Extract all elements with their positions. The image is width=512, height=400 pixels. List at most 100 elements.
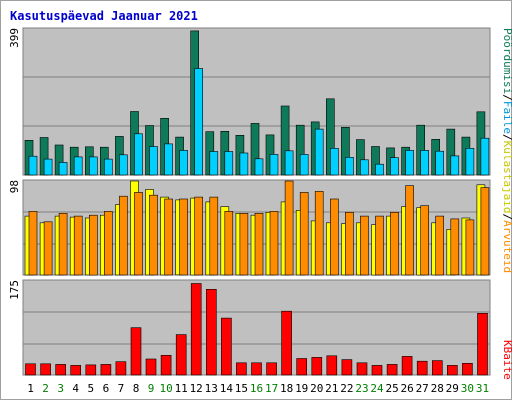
x-tick-label: 13 [205,382,218,395]
bar-bottom-series0-day31 [477,312,488,376]
bar-middle-series1-day30 [465,219,475,276]
x-tick-label: 16 [250,382,263,395]
bar-top-series1-day19 [299,154,309,176]
bar-top-series1-day24 [375,163,384,176]
x-tick-label: 2 [42,382,49,395]
bar-bottom-series0-day29 [446,365,458,376]
legend-sep: / [501,213,512,220]
bar-middle-series1-day19 [299,192,309,276]
bar-middle-series1-day15 [239,213,249,276]
bar-middle-series1-day18 [284,180,294,276]
x-tick-label: 26 [400,382,413,395]
bar-bottom-series0-day7 [115,361,127,376]
bars-bottom [25,283,488,376]
bar-bottom-series0-day28 [431,360,443,376]
bar-bottom-series0-day27 [416,360,428,376]
bar-bottom-series0-day26 [401,356,413,376]
bar-middle-series1-day2 [43,221,53,276]
bar-top-series1-day23 [360,159,369,176]
bar-middle-series1-day31 [480,187,490,276]
bar-top-series1-day16 [254,158,264,176]
bar-bottom-series0-day1 [25,363,36,376]
bar-middle-series1-day16 [254,213,264,276]
x-tick-label: 6 [103,382,110,395]
bar-top-series1-day27 [420,150,430,176]
bar-bottom-series0-day24 [371,365,383,376]
bar-top-series1-day22 [345,157,354,176]
bar-bottom-series0-day9 [145,358,157,376]
x-tick-label: 15 [235,382,248,395]
panel-bottom [22,279,491,376]
legend-kulastajaid: Külastajaid [501,141,512,214]
bar-bottom-series0-day4 [70,365,81,376]
bar-middle-series1-day14 [224,211,234,276]
bar-middle-series1-day17 [269,211,279,276]
bar-top-series1-day31 [480,137,490,176]
bar-top-series1-day25 [390,157,399,176]
bar-bottom-series0-day18 [281,310,292,376]
bar-bottom-series0-day20 [311,357,323,376]
x-tick-label: 14 [220,382,234,395]
bar-top-series1-day29 [450,155,460,176]
chart-title: Kasutuspäevad Jaanuar 2021 [10,9,198,23]
bar-middle-series1-day6 [104,211,113,276]
bar-top-series1-day4 [73,156,83,176]
x-tick-label: 8 [133,382,140,395]
x-tick-label: 31 [476,382,489,395]
bar-middle-series1-day1 [28,211,38,276]
x-tick-label: 4 [72,382,79,395]
bar-top-series1-day8 [134,133,143,176]
x-tick-label: 21 [325,382,338,395]
bar-middle-series1-day26 [405,185,414,276]
legend-faile: Faile [501,101,512,134]
bar-bottom-series0-day30 [462,362,473,376]
x-tick-label: 19 [295,382,308,395]
bar-top-series1-day10 [164,143,173,176]
bars-top [24,30,490,176]
x-tick-label: 9 [148,382,155,395]
bar-top-series1-day9 [149,146,158,176]
legend-arvuteid: Arvuteid [501,220,512,273]
x-tick-labels: 1 2 3 4 5 6 7 8 9 10 11 12 13 14 15 16 17 18 19 20 21 22 23 24 2… [27,382,489,395]
legend-kbaite: KBaite [501,340,512,380]
bar-bottom-series0-day2 [40,363,51,376]
bar-middle-series1-day12 [194,196,203,276]
bar-bottom-series0-day17 [266,362,277,376]
legend-top-right: Pöördumisi/Faile/Külastajaid/Arvuteid [501,28,512,273]
x-tick-label: 12 [190,382,203,395]
x-tick-label: 20 [310,382,323,395]
legend-sep: / [501,94,512,101]
bar-bottom-series0-day10 [160,354,172,376]
bar-top-series1-day21 [329,148,339,176]
bar-middle-series1-day7 [119,195,128,276]
x-tick-label: 11 [175,382,188,395]
bar-bottom-series0-day11 [175,334,187,376]
x-tick-label: 23 [355,382,368,395]
x-tick-label: 28 [431,382,444,395]
x-tick-label: 3 [57,382,64,395]
bar-bottom-series0-day6 [100,364,112,376]
x-tick-label: 1 [27,382,34,395]
bar-top-series1-day20 [314,128,324,176]
bar-top-series1-day18 [284,150,294,176]
x-tick-label: 18 [280,382,293,395]
bar-bottom-series0-day3 [55,364,67,376]
bars-middle [24,180,490,276]
bar-bottom-series0-day8 [130,327,142,376]
bar-top-series1-day1 [28,155,38,176]
x-tick-label: 17 [265,382,278,395]
bar-middle-series1-day23 [360,215,369,276]
x-tick-label: 25 [385,382,398,395]
bar-middle-series1-day13 [209,196,219,276]
bar-top-series1-day5 [89,156,98,176]
bar-bottom-series0-day14 [221,317,232,376]
bar-top-series1-day13 [209,151,219,176]
bar-middle-series1-day29 [450,218,460,276]
x-tick-label: 29 [446,382,459,395]
bar-top-series1-day14 [224,151,234,176]
legend-poordumisi: Pöördumisi [501,28,512,94]
bar-middle-series1-day4 [73,215,83,276]
bar-middle-series1-day11 [179,198,188,276]
bar-middle-series1-day3 [58,213,68,276]
bar-bottom-series0-day21 [326,355,338,376]
